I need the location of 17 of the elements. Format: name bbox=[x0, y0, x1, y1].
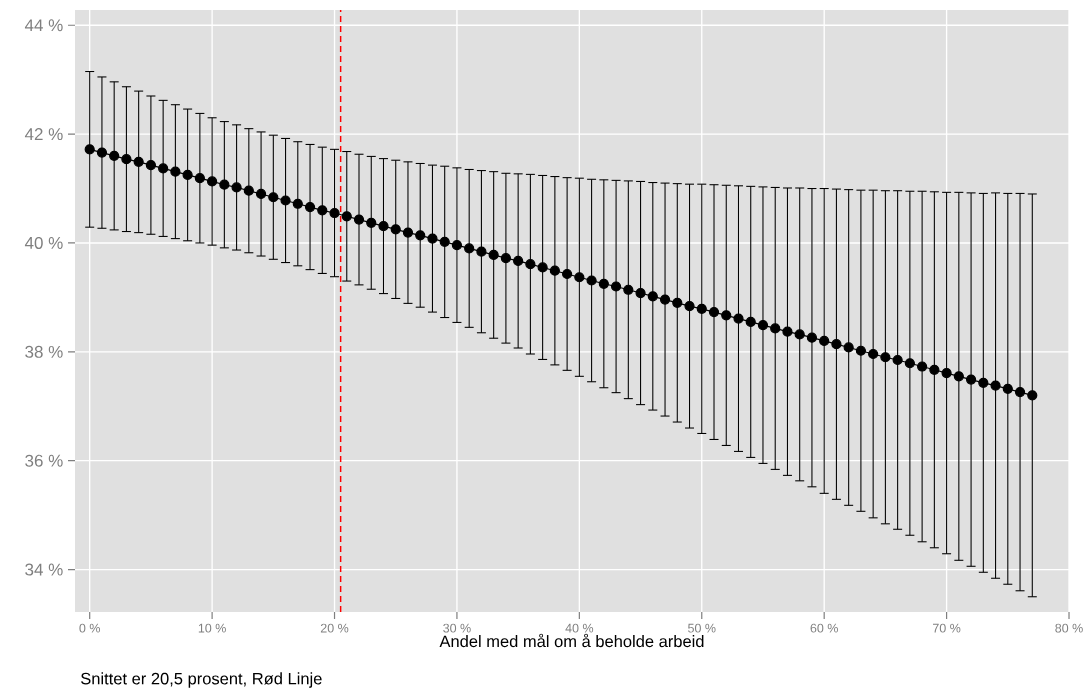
x-tick-label: 70 % bbox=[933, 623, 961, 633]
x-tick-label: 50 % bbox=[688, 623, 716, 633]
y-tick-label: 42 % bbox=[24, 128, 63, 141]
y-tick-label: 44 % bbox=[24, 19, 63, 32]
x-tick-label: 60 % bbox=[810, 623, 838, 633]
x-tick-label: 0 % bbox=[79, 623, 100, 633]
x-tick-label: 30 % bbox=[443, 623, 471, 633]
x-tick-label: 10 % bbox=[198, 623, 226, 633]
y-tick-label: 36 % bbox=[25, 454, 63, 467]
y-tick-label: 38 % bbox=[25, 345, 63, 358]
x-tick-label: 20 % bbox=[320, 623, 349, 633]
y-tick-label: 34 % bbox=[25, 563, 63, 576]
x-tick-label: 80 % bbox=[1055, 623, 1083, 633]
x-tick-label: 40 % bbox=[565, 623, 594, 633]
text: Snittet er 20,5 prosent, Rød Linje bbox=[81, 672, 322, 688]
x-axis-title: Andel med mål om å beholde arbeid bbox=[439, 633, 704, 648]
y-tick-label: 40 % bbox=[24, 236, 63, 249]
